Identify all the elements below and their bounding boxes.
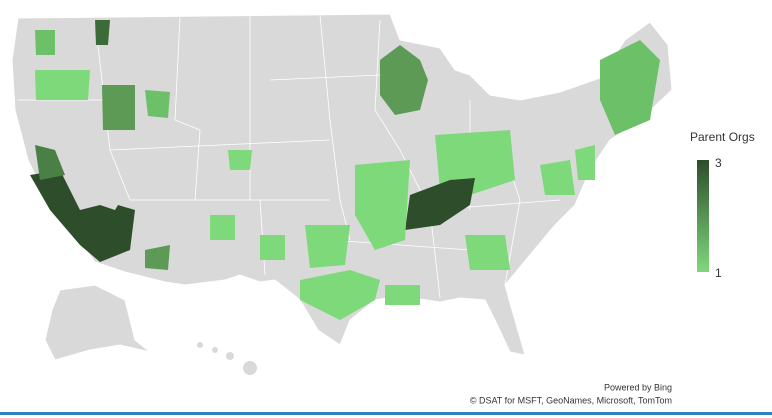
- legend-min: 1: [715, 266, 722, 280]
- bottom-border: [0, 412, 772, 415]
- legend: Parent Orgs 3 1: [690, 130, 755, 280]
- copyright: © DSAT for MSFT, GeoNames, Microsoft, To…: [470, 395, 672, 405]
- legend-gradient: [697, 160, 709, 272]
- powered-by: Powered by Bing: [604, 382, 672, 392]
- county-shading: [30, 20, 660, 320]
- legend-title: Parent Orgs: [690, 130, 755, 144]
- map: [11, 13, 673, 375]
- hawaii: [197, 342, 257, 375]
- alaska: [44, 284, 151, 361]
- legend-max: 3: [715, 156, 722, 170]
